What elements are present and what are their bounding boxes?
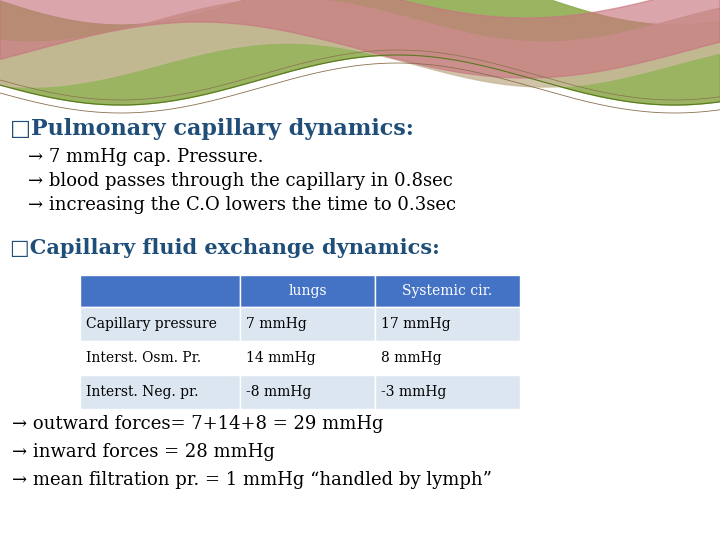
Text: -3 mmHg: -3 mmHg [381, 385, 446, 399]
Text: Interst. Neg. pr.: Interst. Neg. pr. [86, 385, 199, 399]
Text: □Pulmonary capillary dynamics:: □Pulmonary capillary dynamics: [10, 118, 414, 140]
Bar [375, 307, 520, 341]
Bar [80, 275, 240, 307]
Text: Systemic cir.: Systemic cir. [402, 284, 492, 298]
Text: Capillary pressure: Capillary pressure [86, 317, 217, 331]
Text: → mean filtration pr. = 1 mmHg “handled by lymph”: → mean filtration pr. = 1 mmHg “handled … [12, 471, 492, 489]
Bar [240, 275, 375, 307]
Text: → outward forces= 7+14+8 = 29 mmHg: → outward forces= 7+14+8 = 29 mmHg [12, 415, 384, 433]
Text: □Capillary fluid exchange dynamics:: □Capillary fluid exchange dynamics: [10, 238, 440, 258]
Text: 14 mmHg: 14 mmHg [246, 351, 315, 365]
Bar [80, 307, 240, 341]
Text: 7 mmHg: 7 mmHg [246, 317, 307, 331]
Text: → 7 mmHg cap. Pressure.: → 7 mmHg cap. Pressure. [28, 148, 264, 166]
Bar [375, 375, 520, 409]
Text: 17 mmHg: 17 mmHg [381, 317, 451, 331]
Text: 8 mmHg: 8 mmHg [381, 351, 441, 365]
Bar [375, 275, 520, 307]
Text: Interst. Osm. Pr.: Interst. Osm. Pr. [86, 351, 201, 365]
Bar [80, 375, 240, 409]
Text: → inward forces = 28 mmHg: → inward forces = 28 mmHg [12, 443, 275, 461]
Bar [240, 307, 375, 341]
Bar [375, 341, 520, 375]
Bar [240, 375, 375, 409]
Text: lungs: lungs [288, 284, 327, 298]
Bar [80, 341, 240, 375]
Text: → increasing the C.O lowers the time to 0.3sec: → increasing the C.O lowers the time to … [28, 196, 456, 214]
Bar [240, 341, 375, 375]
Text: → blood passes through the capillary in 0.8sec: → blood passes through the capillary in … [28, 172, 453, 190]
Text: -8 mmHg: -8 mmHg [246, 385, 311, 399]
